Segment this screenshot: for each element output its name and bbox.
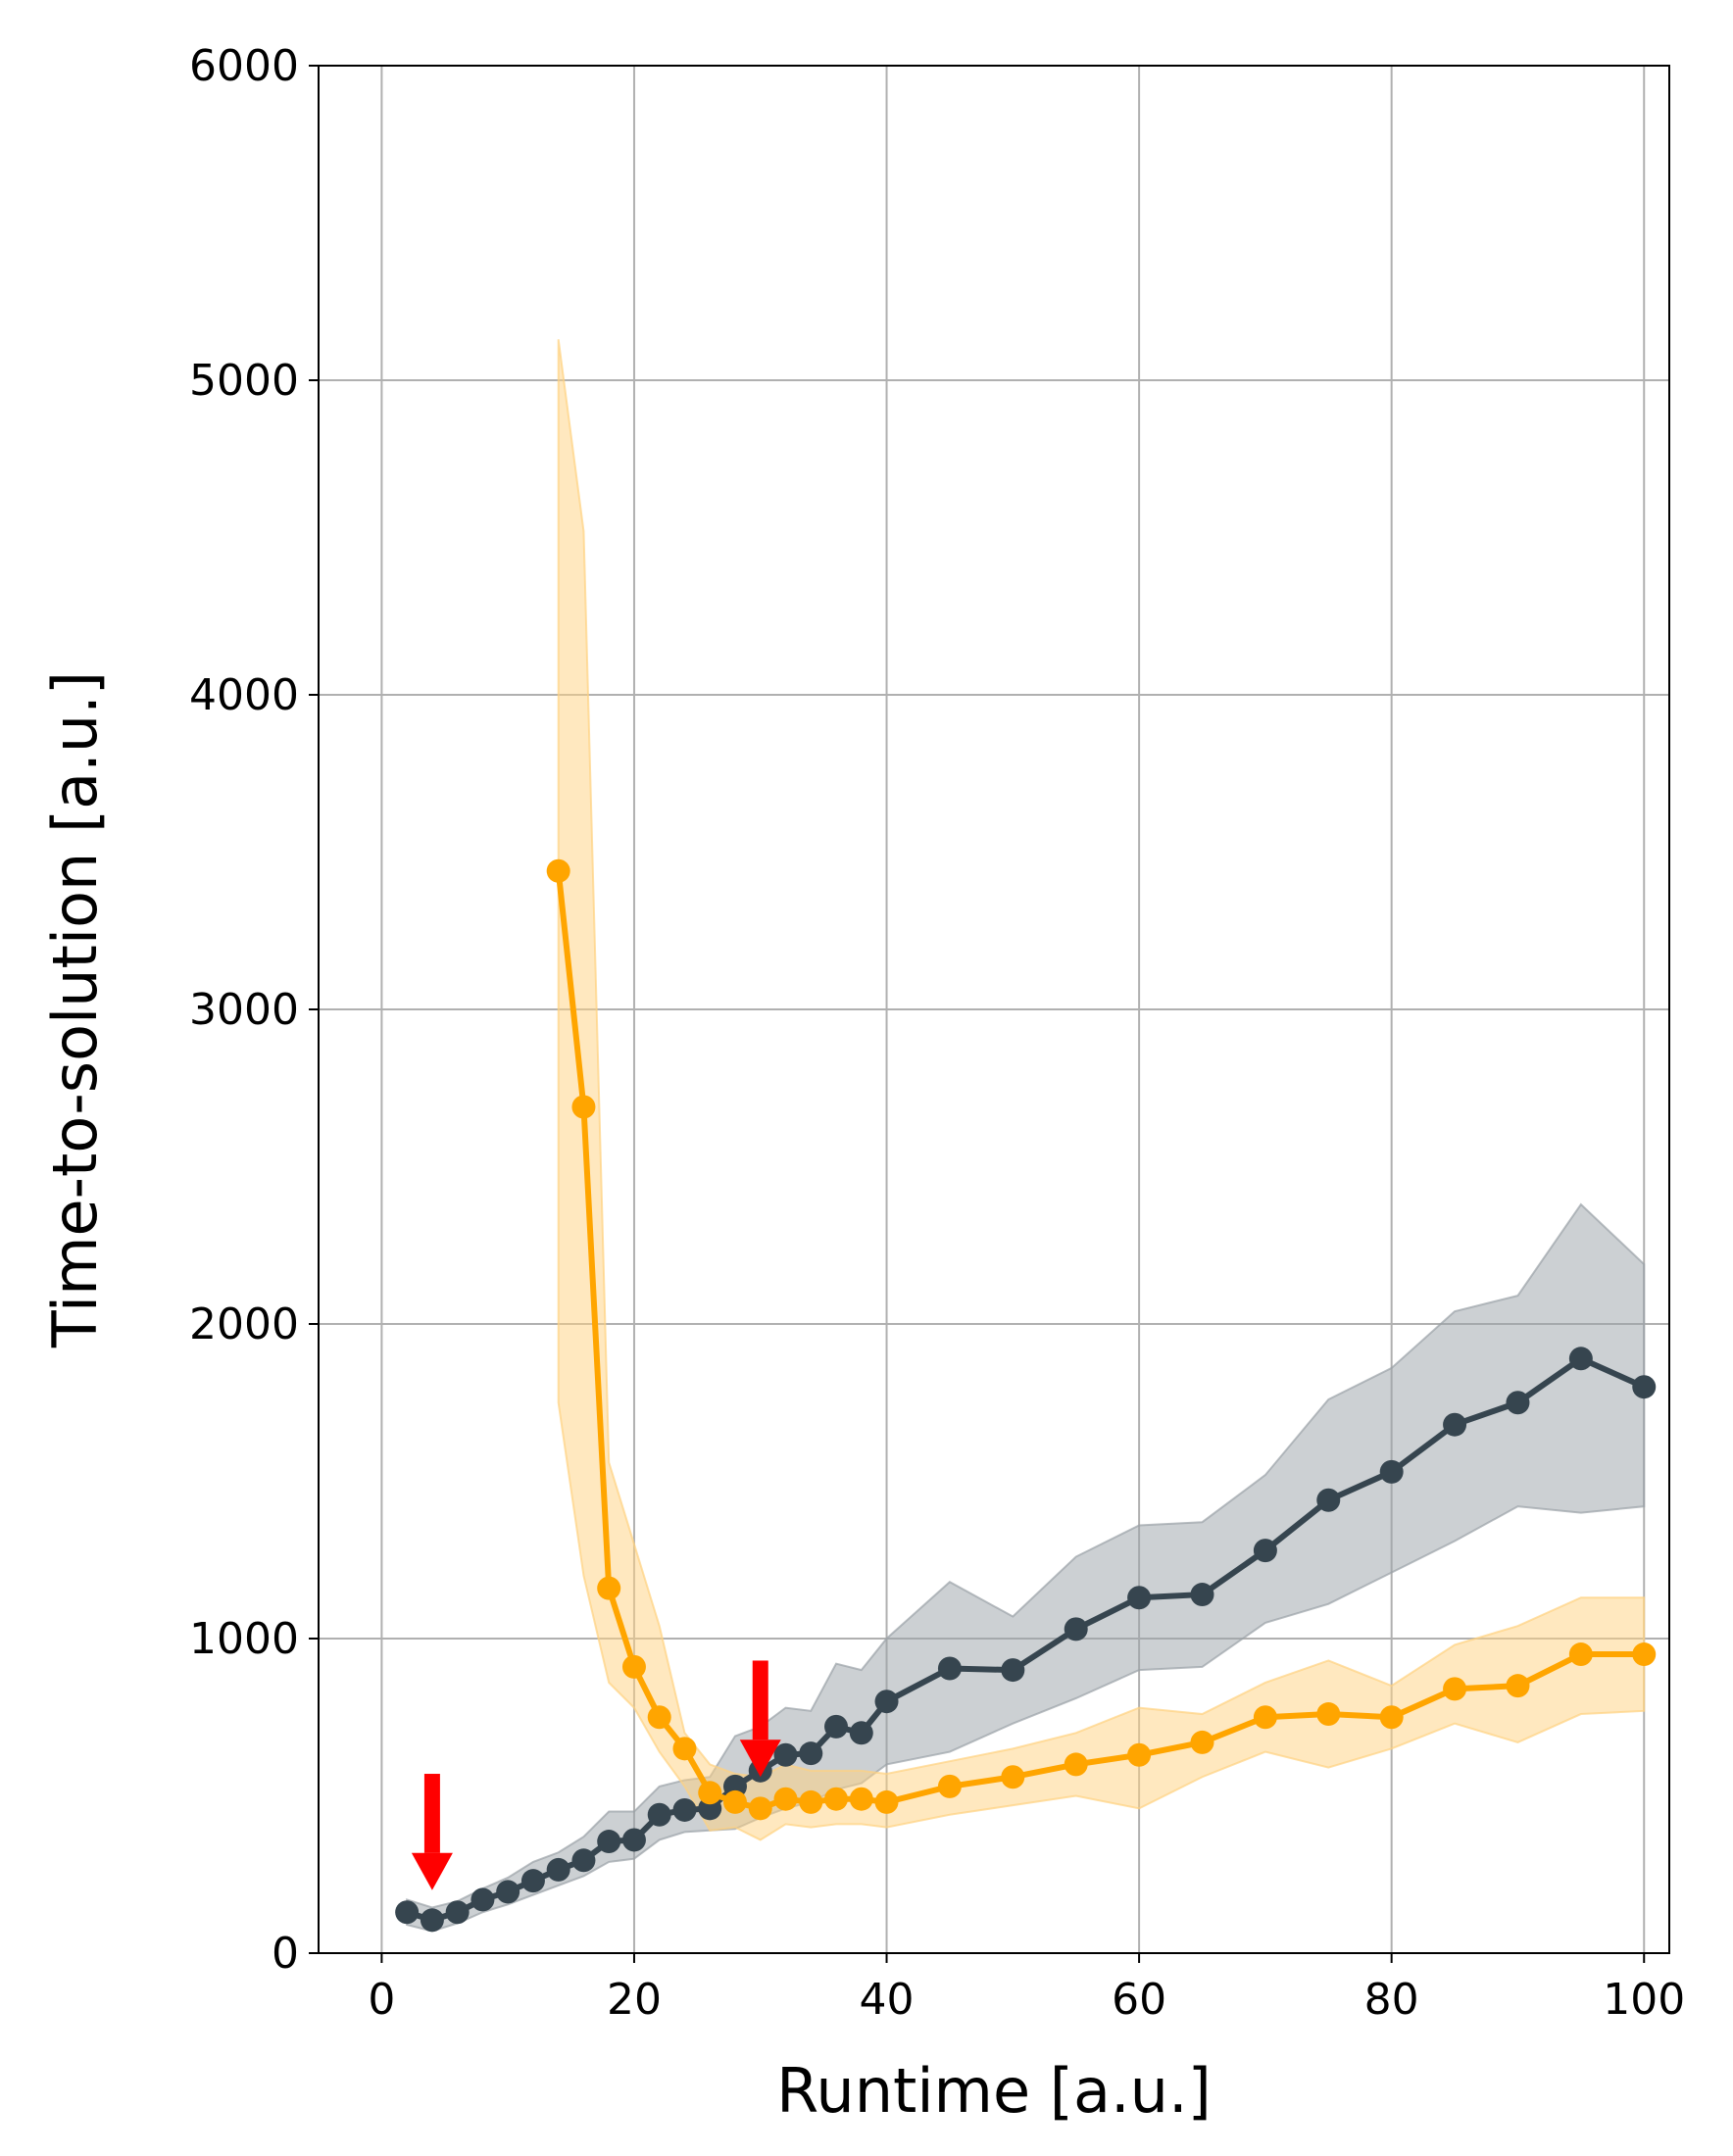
arrow-head <box>739 1740 781 1778</box>
series-0-point <box>647 1802 671 1827</box>
series-0-point <box>420 1908 444 1933</box>
series-1-point <box>1568 1642 1593 1667</box>
series-0-point <box>874 1690 899 1714</box>
arrow-shaft <box>752 1660 768 1740</box>
series-0-error-band <box>406 1202 1646 1933</box>
series-1-point <box>621 1654 646 1679</box>
series-0-point <box>470 1887 495 1912</box>
series-0-point <box>1632 1375 1657 1399</box>
series-1-point <box>748 1796 772 1821</box>
series-0-point <box>395 1900 420 1925</box>
annotations <box>411 1660 781 1890</box>
series-0-point <box>1568 1347 1593 1371</box>
series-0-point <box>546 1857 570 1882</box>
series-0-point <box>1379 1459 1404 1484</box>
series-0-point <box>773 1742 798 1767</box>
y-tick-label: 5000 <box>189 356 299 406</box>
series-0-point <box>1001 1658 1025 1683</box>
series-1-point <box>672 1737 697 1761</box>
series-0-point <box>824 1714 849 1739</box>
series-1-point <box>597 1576 621 1600</box>
series-1-error-band <box>557 339 1646 1841</box>
series-1-point <box>1443 1677 1467 1701</box>
series-0-point <box>799 1741 823 1766</box>
series-1-point <box>546 858 570 883</box>
y-tick-label: 2000 <box>189 1299 299 1349</box>
series-0-point <box>672 1797 697 1822</box>
series-1-point <box>698 1781 722 1805</box>
series-1-point <box>1316 1702 1341 1727</box>
series-0-point <box>1253 1539 1277 1563</box>
series-1-point <box>647 1705 671 1730</box>
x-axis-title: Runtime [a.u.] <box>776 2055 1212 2127</box>
x-tick-label: 100 <box>1603 1975 1685 2025</box>
series-0-point <box>849 1721 873 1745</box>
y-tick-label: 4000 <box>189 670 299 720</box>
x-tick-label: 60 <box>1112 1975 1166 2025</box>
series-1-point <box>773 1787 798 1811</box>
arrow-head <box>411 1852 453 1890</box>
series-0-point <box>1506 1391 1530 1415</box>
series-0-point <box>520 1869 545 1893</box>
series-0-point <box>597 1830 621 1854</box>
x-tick-label: 0 <box>368 1975 395 2025</box>
series-0-point <box>1443 1412 1467 1437</box>
series-1-point <box>1001 1765 1025 1789</box>
series-1-point <box>1190 1730 1214 1754</box>
series-1-point <box>799 1789 823 1814</box>
series-1-point <box>874 1789 899 1814</box>
y-tick-label: 0 <box>272 1929 299 1979</box>
series-1-point <box>1064 1752 1088 1777</box>
data-points <box>395 858 1657 1933</box>
series-0-point <box>1316 1488 1341 1512</box>
y-tick-label: 6000 <box>189 41 299 91</box>
series-1-point <box>1632 1642 1657 1667</box>
series-0-point <box>937 1656 962 1681</box>
series-1-point <box>1127 1742 1152 1767</box>
series-1-point <box>937 1774 962 1798</box>
x-tick-label: 80 <box>1364 1975 1419 2025</box>
series-0-point <box>496 1880 520 1904</box>
series-1-point <box>571 1095 596 1119</box>
x-tick-label: 20 <box>607 1975 662 2025</box>
series-1-point <box>1379 1705 1404 1730</box>
y-tick-label: 3000 <box>189 985 299 1035</box>
x-tick-label: 40 <box>860 1975 915 2025</box>
series-1-point <box>1506 1674 1530 1698</box>
series-1-point <box>849 1787 873 1811</box>
series-1-point <box>1253 1705 1277 1730</box>
red-arrow-icon <box>411 1774 453 1890</box>
arrow-shaft <box>423 1774 440 1853</box>
series-0-point <box>1064 1617 1088 1642</box>
y-tick-label: 1000 <box>189 1614 299 1664</box>
y-axis-title: Time-to-solution [a.u.] <box>39 671 111 1348</box>
series-0-point <box>1190 1583 1214 1607</box>
series-0-point <box>571 1848 596 1873</box>
series-0-point <box>621 1828 646 1852</box>
red-arrow-icon <box>739 1660 781 1778</box>
series-0-point <box>1127 1586 1152 1610</box>
series-1-point <box>722 1789 747 1814</box>
series-0-point <box>445 1900 470 1925</box>
error-bands <box>406 339 1646 1933</box>
series-1-point <box>824 1787 849 1811</box>
